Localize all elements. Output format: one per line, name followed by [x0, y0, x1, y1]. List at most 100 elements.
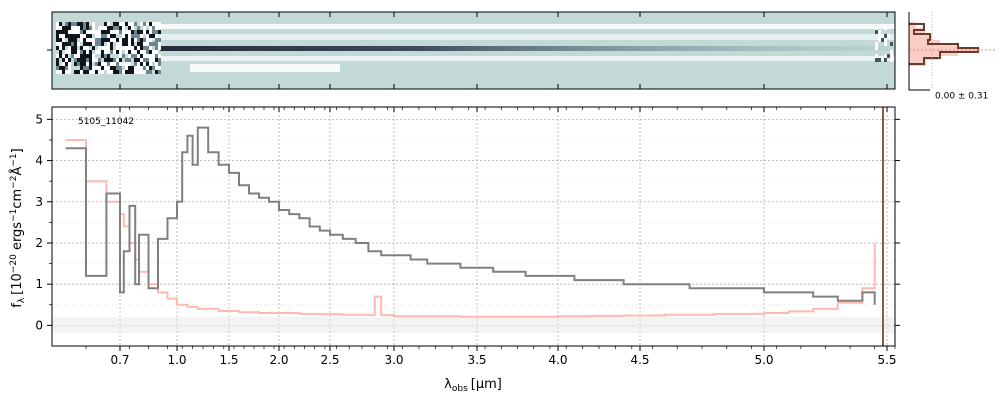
noise-cell [74, 70, 77, 74]
noise-cell [62, 42, 65, 46]
noise-cell [107, 34, 110, 38]
noise-cell [110, 62, 113, 66]
y-axis-label: fλ[10−20 ergs−1cm−2Å−1] [9, 148, 27, 307]
noise-cell [149, 34, 152, 38]
y-axis-ticks: 0 1 2 3 4 5 [35, 112, 900, 332]
noise-cell [149, 38, 152, 42]
noise-cell [155, 22, 158, 26]
noise-cell [875, 42, 878, 46]
noise-cell [128, 30, 131, 34]
noise-cell [122, 54, 125, 58]
noise-cell [77, 58, 80, 62]
y-tick-label: 0 [35, 318, 43, 332]
noise-cell [86, 34, 89, 38]
noise-cell [143, 70, 146, 74]
noise-cell [113, 58, 116, 62]
noise-cell [119, 66, 122, 70]
noise-cell [107, 70, 110, 74]
noise-cell [146, 22, 149, 26]
x-tick-label: 3.0 [384, 353, 403, 367]
noise-cell [77, 22, 80, 26]
noise-cell [140, 62, 143, 66]
noise-cell [146, 42, 149, 46]
noise-cell [65, 30, 68, 34]
noise-cell [125, 58, 128, 62]
noise-cell [101, 54, 104, 58]
noise-cell [128, 54, 131, 58]
noise-cell [59, 66, 62, 70]
noise-cell [80, 30, 83, 34]
noise-cell [89, 62, 92, 66]
noise-cell [56, 22, 59, 26]
noise-cell [140, 34, 143, 38]
noise-cell [77, 42, 80, 46]
noise-cell [83, 66, 86, 70]
noise-cell [884, 54, 887, 58]
noise-cell [104, 62, 107, 66]
noise-cell [86, 42, 89, 46]
noise-cell [59, 26, 62, 30]
noise-cell [89, 34, 92, 38]
object-label: 5105_11042 [78, 117, 134, 127]
noise-cell [146, 34, 149, 38]
noise-cell [89, 54, 92, 58]
noise-cell [155, 54, 158, 58]
noise-cell [101, 30, 104, 34]
noise-cell [158, 58, 161, 62]
noise-cell [62, 70, 65, 74]
noise-cell [134, 62, 137, 66]
noise-cell [134, 34, 137, 38]
noise-cell [116, 42, 119, 46]
noise-cell [59, 38, 62, 42]
noise-cell [113, 66, 116, 70]
noise-cell [107, 38, 110, 42]
noise-cell [131, 38, 134, 42]
noise-cell [119, 30, 122, 34]
noise-cell [131, 54, 134, 58]
noise-cell [128, 22, 131, 26]
noise-cell [878, 30, 881, 34]
noise-cell [881, 38, 884, 42]
noise-cell [119, 42, 122, 46]
noise-cell [86, 46, 89, 50]
noise-cell [83, 46, 86, 50]
noise-cell [113, 30, 116, 34]
noise-cell [125, 66, 128, 70]
noise-cell [884, 26, 887, 30]
noise-cell [95, 42, 98, 46]
noise-cell [77, 30, 80, 34]
noise-cell [95, 66, 98, 70]
noise-cell [77, 26, 80, 30]
noise-cell [140, 22, 143, 26]
noise-cell [86, 66, 89, 70]
noise-cell [131, 66, 134, 70]
noise-cell [110, 42, 113, 46]
noise-cell [107, 62, 110, 66]
noise-cell [71, 54, 74, 58]
noise-cell [107, 42, 110, 46]
noise-cell [125, 22, 128, 26]
noise-cell [62, 46, 65, 50]
noise-cell [80, 58, 83, 62]
noise-cell [143, 42, 146, 46]
noise-cell [113, 50, 116, 54]
histogram-panel: 0.00 ± 0.31 [908, 12, 995, 102]
noise-cell [65, 34, 68, 38]
noise-cell [107, 66, 110, 70]
noise-cell [101, 50, 104, 54]
noise-cell [131, 70, 134, 74]
noise-cell [152, 22, 155, 26]
noise-cell [887, 54, 890, 58]
noise-cell [74, 34, 77, 38]
noise-cell [875, 26, 878, 30]
noise-cell [74, 62, 77, 66]
noise-cell [146, 66, 149, 70]
noise-cell [83, 30, 86, 34]
noise-cell [149, 42, 152, 46]
noise-cell [92, 66, 95, 70]
noise-cell [116, 26, 119, 30]
noise-cell [98, 42, 101, 46]
noise-cell [110, 30, 113, 34]
noise-cell [134, 70, 137, 74]
noise-cell [80, 50, 83, 54]
